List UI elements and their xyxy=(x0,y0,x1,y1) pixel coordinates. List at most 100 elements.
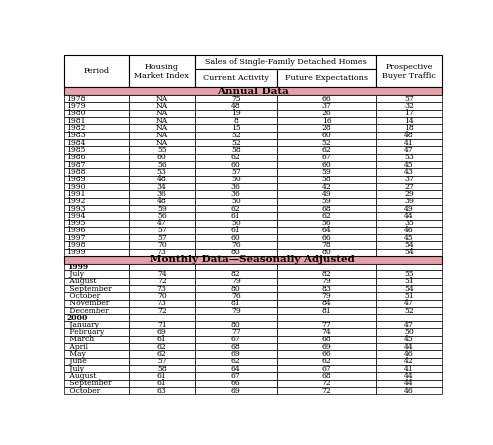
Bar xyxy=(64,55,129,88)
Bar xyxy=(195,176,277,183)
Bar xyxy=(277,183,376,190)
Bar xyxy=(195,387,277,394)
Bar xyxy=(376,343,442,350)
Text: 1983: 1983 xyxy=(67,131,86,139)
Text: 52: 52 xyxy=(231,131,241,139)
Bar xyxy=(195,249,277,256)
Text: 62: 62 xyxy=(322,357,331,365)
Bar xyxy=(376,380,442,387)
Bar xyxy=(195,212,277,219)
Bar xyxy=(129,183,195,190)
Bar xyxy=(64,307,129,314)
Text: 68: 68 xyxy=(322,336,331,344)
Text: 36: 36 xyxy=(157,190,167,198)
Text: 44: 44 xyxy=(404,212,414,220)
Bar xyxy=(376,300,442,307)
Text: 66: 66 xyxy=(322,350,331,358)
Bar xyxy=(376,292,442,300)
Text: NA: NA xyxy=(156,102,168,110)
Bar xyxy=(277,198,376,205)
Bar xyxy=(376,161,442,168)
Text: 14: 14 xyxy=(404,117,414,125)
Text: 1980: 1980 xyxy=(67,109,86,117)
Text: 47: 47 xyxy=(404,299,414,307)
Bar xyxy=(64,219,129,227)
Bar xyxy=(376,314,442,321)
Bar xyxy=(195,358,277,365)
Text: 1979: 1979 xyxy=(67,102,86,110)
Text: 61: 61 xyxy=(231,227,241,235)
Text: 51: 51 xyxy=(404,277,414,285)
Text: 1982: 1982 xyxy=(67,124,86,132)
Bar xyxy=(195,285,277,292)
Text: 62: 62 xyxy=(231,154,241,161)
Text: 73: 73 xyxy=(157,299,167,307)
Bar xyxy=(64,249,129,256)
Bar xyxy=(277,124,376,132)
Bar xyxy=(129,387,195,394)
Text: 51: 51 xyxy=(404,292,414,300)
Bar xyxy=(277,205,376,212)
Bar xyxy=(129,95,195,102)
Bar xyxy=(376,110,442,117)
Text: 1995: 1995 xyxy=(67,219,86,227)
Bar xyxy=(129,139,195,146)
Text: 50: 50 xyxy=(404,328,414,336)
Text: November: November xyxy=(67,299,109,307)
Bar xyxy=(277,249,376,256)
Bar xyxy=(195,154,277,161)
Bar xyxy=(376,350,442,358)
Bar xyxy=(64,314,129,321)
Text: 1984: 1984 xyxy=(67,139,86,147)
Bar xyxy=(376,271,442,278)
Bar xyxy=(129,314,195,321)
Bar xyxy=(64,124,129,132)
Bar xyxy=(64,380,129,387)
Text: 42: 42 xyxy=(322,182,331,190)
Text: 73: 73 xyxy=(157,285,167,293)
Text: 64: 64 xyxy=(322,227,331,235)
Text: 81: 81 xyxy=(322,307,331,315)
Text: 27: 27 xyxy=(404,182,414,190)
Text: 47: 47 xyxy=(157,219,167,227)
Bar xyxy=(277,350,376,358)
Text: February: February xyxy=(67,328,104,336)
Bar xyxy=(195,328,277,336)
Text: 76: 76 xyxy=(231,292,241,300)
Bar xyxy=(277,176,376,183)
Bar xyxy=(129,278,195,285)
Bar xyxy=(376,102,442,110)
Bar xyxy=(64,372,129,380)
Bar xyxy=(376,387,442,394)
Bar xyxy=(195,380,277,387)
Bar xyxy=(376,336,442,343)
Bar xyxy=(129,242,195,249)
Bar xyxy=(195,146,277,154)
Text: 50: 50 xyxy=(231,219,241,227)
Bar xyxy=(277,328,376,336)
Text: 70: 70 xyxy=(157,292,167,300)
Bar xyxy=(64,350,129,358)
Bar xyxy=(129,328,195,336)
Text: Prospective
Buyer Traffic: Prospective Buyer Traffic xyxy=(382,63,436,80)
Text: 57: 57 xyxy=(157,357,167,365)
Bar xyxy=(277,102,376,110)
Text: 79: 79 xyxy=(322,292,331,300)
Bar xyxy=(129,271,195,278)
Bar xyxy=(195,278,277,285)
Text: 46: 46 xyxy=(404,350,414,358)
Text: 56: 56 xyxy=(322,219,331,227)
Bar xyxy=(376,358,442,365)
Text: 39: 39 xyxy=(404,197,414,205)
Bar xyxy=(129,380,195,387)
Text: 44: 44 xyxy=(404,343,414,351)
Text: 36: 36 xyxy=(231,190,241,198)
Text: 44: 44 xyxy=(404,372,414,380)
Text: 72: 72 xyxy=(322,379,331,387)
Text: 54: 54 xyxy=(404,285,414,293)
Text: 1981: 1981 xyxy=(67,117,86,125)
Text: 1990: 1990 xyxy=(67,182,86,190)
Bar xyxy=(195,271,277,278)
Text: 1999: 1999 xyxy=(67,263,88,271)
Text: 82: 82 xyxy=(322,270,331,278)
